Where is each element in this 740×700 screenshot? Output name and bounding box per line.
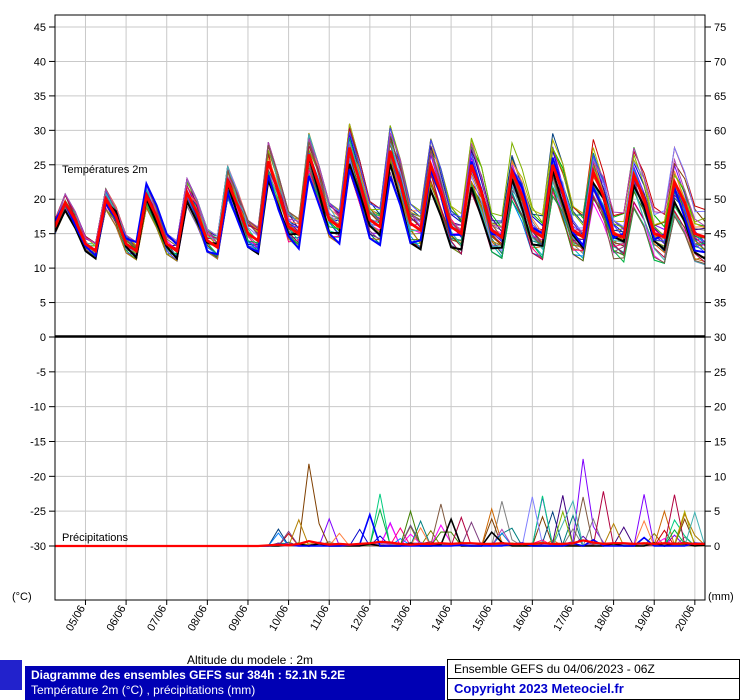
svg-text:20: 20 bbox=[34, 194, 46, 206]
run-info-box: Ensemble GEFS du 04/06/2023 - 06Z Copyri… bbox=[447, 659, 740, 700]
svg-text:10: 10 bbox=[714, 471, 726, 483]
svg-text:25: 25 bbox=[34, 160, 46, 172]
svg-text:65: 65 bbox=[714, 91, 726, 103]
svg-text:-10: -10 bbox=[30, 402, 46, 414]
diagram-title: Diagramme des ensembles GEFS sur 384h : … bbox=[31, 668, 346, 682]
run-info: Ensemble GEFS du 04/06/2023 - 06Z bbox=[448, 660, 739, 679]
ensemble-chart: 05/06 06/06 07/06 08/06 09/06 10/06 11/06 12/06… bbox=[12, 14, 734, 633]
svg-text:15: 15 bbox=[34, 229, 46, 241]
svg-text:30: 30 bbox=[714, 332, 726, 344]
svg-text:-25: -25 bbox=[30, 506, 46, 518]
diagram-title-box: Diagramme des ensembles GEFS sur 384h : … bbox=[25, 666, 445, 700]
svg-text:75: 75 bbox=[714, 22, 726, 34]
svg-text:5: 5 bbox=[714, 506, 720, 518]
svg-text:-15: -15 bbox=[30, 437, 46, 449]
svg-text:70: 70 bbox=[714, 56, 726, 68]
svg-text:0: 0 bbox=[714, 541, 720, 553]
svg-text:40: 40 bbox=[34, 56, 46, 68]
legend: Moyenne des scénarios Run de contrôle Ru… bbox=[0, 626, 740, 662]
svg-text:45: 45 bbox=[714, 229, 726, 241]
altitude-label: Altitude du modele : 2m bbox=[186, 653, 314, 667]
svg-text:30: 30 bbox=[34, 125, 46, 137]
svg-text:60: 60 bbox=[714, 125, 726, 137]
temperature-panel-label: Températures 2m bbox=[62, 164, 148, 176]
meteociel-logo-mark bbox=[0, 660, 22, 690]
svg-text:-30: -30 bbox=[30, 541, 46, 553]
svg-text:5: 5 bbox=[40, 298, 46, 310]
copyright: Copyright 2023 Meteociel.fr bbox=[454, 681, 624, 696]
precipitation-panel-label: Précipitations bbox=[62, 532, 129, 544]
right-axis-unit: (mm) bbox=[708, 591, 734, 603]
svg-text:20: 20 bbox=[714, 402, 726, 414]
svg-text:50: 50 bbox=[714, 194, 726, 206]
svg-text:-5: -5 bbox=[36, 367, 46, 379]
svg-text:45: 45 bbox=[34, 22, 46, 34]
svg-text:-20: -20 bbox=[30, 471, 46, 483]
svg-text:35: 35 bbox=[34, 91, 46, 103]
left-axis-unit: (°C) bbox=[12, 591, 32, 603]
svg-text:25: 25 bbox=[714, 367, 726, 379]
svg-text:55: 55 bbox=[714, 160, 726, 172]
svg-text:40: 40 bbox=[714, 263, 726, 275]
svg-text:0: 0 bbox=[40, 332, 46, 344]
svg-text:35: 35 bbox=[714, 298, 726, 310]
svg-text:15: 15 bbox=[714, 437, 726, 449]
diagram-subtitle: Température 2m (°C) , précipitations (mm… bbox=[31, 683, 256, 697]
svg-text:10: 10 bbox=[34, 263, 46, 275]
